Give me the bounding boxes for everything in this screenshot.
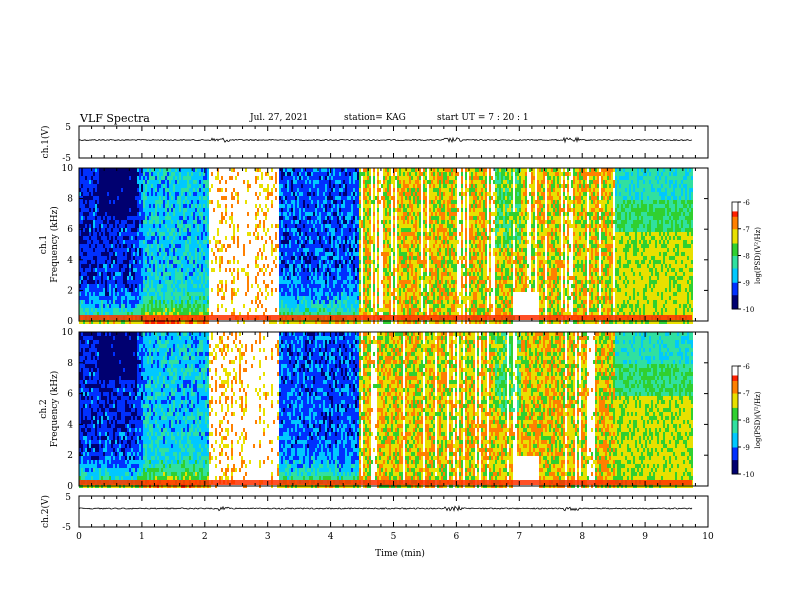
ch1-waveform-x-ticks xyxy=(78,126,709,158)
ch2-spectrogram-colorbar xyxy=(731,365,741,475)
figure-title: VLF Spectra xyxy=(80,112,150,125)
x-tick-label-8: 8 xyxy=(579,532,585,542)
ch1-waveform-ylabel: ch.1(V) xyxy=(40,126,51,159)
x-tick-label-0: 0 xyxy=(76,532,82,542)
ch1-spectrogram-colorbar-label: log(PSD)(V²/Hz) xyxy=(754,227,762,284)
station-label: station= KAG xyxy=(344,113,406,123)
start-time-label: start UT = 7 : 20 : 1 xyxy=(437,113,529,123)
x-tick-label-5: 5 xyxy=(391,532,397,542)
ch2-waveform-ytick-top: 5 xyxy=(65,493,71,503)
x-tick-label-1: 1 xyxy=(139,532,145,542)
ch1-spectrogram-colorbar-tick--8: -8 xyxy=(743,253,750,261)
ch2-spectrogram-ytick-0: 0 xyxy=(67,482,73,492)
ch2-waveform-x-ticks xyxy=(78,496,709,527)
ch2-waveform-ylabel: ch.2(V) xyxy=(40,495,51,528)
ch2-spectrogram-image xyxy=(79,332,693,488)
ch1-spectrogram-ytick-8: 8 xyxy=(67,195,73,205)
x-tick-label-2: 2 xyxy=(202,532,208,542)
ch2-spectrogram-colorbar-tick--7: -7 xyxy=(743,390,750,398)
x-tick-label-6: 6 xyxy=(454,532,460,542)
ch2-waveform-trace xyxy=(78,504,693,512)
ch2-spectrogram-colorbar-label: log(PSD)(V²/Hz) xyxy=(754,391,762,448)
ch2-spectrogram-colorbar-tick--10: -10 xyxy=(743,471,754,479)
ch1-spectrogram-ytick-0: 0 xyxy=(67,317,73,327)
ch1-spectrogram-colorbar-tick--6: -6 xyxy=(743,199,750,207)
ch2-spectrogram-colorbar-tick--9: -9 xyxy=(743,444,750,452)
ch1-spectrogram-colorbar-tick--10: -10 xyxy=(743,306,754,314)
ch2-spectrogram-ytick-6: 6 xyxy=(67,390,73,400)
ch2-spectrogram-colorbar-tick--8: -8 xyxy=(743,417,750,425)
ch1-spectrogram-ytick-10: 10 xyxy=(62,164,74,174)
ch2-spectrogram-ylabel-frequency: Frequency (kHz) xyxy=(49,371,60,448)
ch1-spectrogram-ylabel-channel: ch.1 xyxy=(39,235,49,254)
x-tick-label-7: 7 xyxy=(516,532,522,542)
ch1-waveform-ytick-bottom: -5 xyxy=(62,154,71,164)
ch2-waveform-ytick-bottom: -5 xyxy=(62,523,71,533)
ch1-spectrogram-x-ticks xyxy=(78,168,709,321)
ch1-spectrogram-colorbar xyxy=(731,201,741,310)
x-tick-label-4: 4 xyxy=(328,532,334,542)
date-label: Jul. 27, 2021 xyxy=(250,113,308,123)
ch1-waveform-trace xyxy=(78,136,693,144)
ch1-spectrogram-colorbar-tick--9: -9 xyxy=(743,279,750,287)
ch2-spectrogram-ytick-8: 8 xyxy=(67,359,73,369)
ch2-spectrogram-colorbar-tick--6: -6 xyxy=(743,363,750,371)
ch2-spectrogram-ytick-10: 10 xyxy=(62,328,74,338)
ch2-spectrogram-ytick-2: 2 xyxy=(67,451,73,461)
ch1-spectrogram-image xyxy=(79,168,693,324)
x-axis-label: Time (min) xyxy=(375,548,425,559)
ch1-spectrogram-ytick-6: 6 xyxy=(67,225,73,235)
ch1-spectrogram-ytick-2: 2 xyxy=(67,286,73,296)
x-tick-label-10: 10 xyxy=(702,532,714,542)
ch1-spectrogram-colorbar-tick--7: -7 xyxy=(743,226,750,234)
ch2-spectrogram-ylabel-channel: ch.2 xyxy=(39,399,49,418)
ch2-spectrogram-x-ticks xyxy=(78,332,709,486)
x-tick-label-3: 3 xyxy=(265,532,271,542)
ch1-spectrogram-ytick-4: 4 xyxy=(67,256,73,266)
ch2-spectrogram-ytick-4: 4 xyxy=(67,420,73,430)
ch1-spectrogram-ylabel-frequency: Frequency (kHz) xyxy=(49,206,60,283)
ch1-waveform-ytick-top: 5 xyxy=(65,123,71,133)
x-tick-label-9: 9 xyxy=(642,532,648,542)
